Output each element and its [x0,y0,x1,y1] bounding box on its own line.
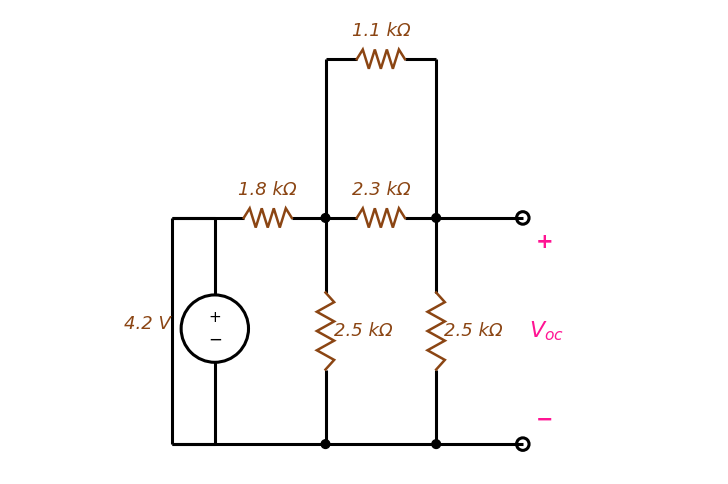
Text: 2.5 kΩ: 2.5 kΩ [444,322,503,340]
Circle shape [432,440,440,449]
Text: 1.8 kΩ: 1.8 kΩ [239,181,297,199]
Circle shape [432,213,440,222]
Text: +: + [208,310,221,325]
Text: −: − [208,331,222,349]
Text: 1.1 kΩ: 1.1 kΩ [352,22,410,40]
Circle shape [321,440,330,449]
Text: 2.5 kΩ: 2.5 kΩ [333,322,392,340]
Text: −: − [536,410,553,430]
Circle shape [321,213,330,222]
Text: +: + [536,232,553,252]
Text: 2.3 kΩ: 2.3 kΩ [352,181,410,199]
Text: 4.2 V: 4.2 V [124,315,171,333]
Text: $V_{oc}$: $V_{oc}$ [529,319,564,343]
